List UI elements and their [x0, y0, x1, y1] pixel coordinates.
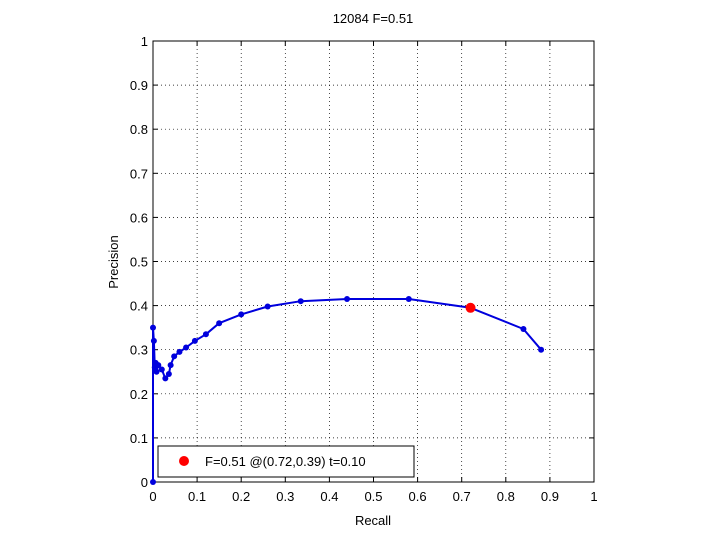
- x-axis-label: Recall: [355, 513, 391, 528]
- pr-curve-point: [155, 362, 162, 369]
- pr-curve-point: [202, 331, 209, 338]
- pr-curve-point: [538, 346, 545, 353]
- pr-curve-point: [150, 337, 157, 344]
- y-tick-label: 0.9: [130, 78, 148, 93]
- pr-curve-point: [150, 479, 156, 485]
- x-tick-label: 0.5: [364, 489, 382, 504]
- pr-curve-point: [297, 298, 304, 305]
- x-tick-label: 0.2: [232, 489, 250, 504]
- pr-curve-point: [191, 337, 198, 344]
- y-tick-label: 0.2: [130, 387, 148, 402]
- pr-curve-point: [176, 348, 183, 355]
- x-tick-label: 0.1: [188, 489, 206, 504]
- pr-curve-point: [264, 303, 271, 310]
- y-tick-label: 0.5: [130, 255, 148, 270]
- pr-curve-point: [238, 311, 245, 318]
- x-tick-label: 1: [590, 489, 597, 504]
- pr-curve-point: [167, 362, 174, 369]
- y-tick-label: 0: [141, 475, 148, 490]
- x-tick-label: 0.6: [409, 489, 427, 504]
- y-tick-label: 0.7: [130, 166, 148, 181]
- pr-curve-point: [165, 370, 172, 377]
- legend-marker: [179, 456, 189, 466]
- x-tick-label: 0.3: [276, 489, 294, 504]
- y-tick-label: 0.1: [130, 431, 148, 446]
- y-tick-label: 1: [141, 34, 148, 49]
- y-axis-label: Precision: [106, 235, 121, 288]
- pr-curve-point: [183, 344, 190, 351]
- x-tick-label: 0.4: [320, 489, 338, 504]
- x-tick-label: 0.9: [541, 489, 559, 504]
- axis-ticks: 0 0.1 0.2 0.3 0.4 0.5 0.6 0.7 0.8 0.9 1 0 0.1 0.2 0.3 0…: [130, 34, 598, 504]
- x-tick-label: 0: [149, 489, 156, 504]
- pr-curve-point: [158, 366, 165, 373]
- x-tick-label: 0.8: [497, 489, 515, 504]
- chart-title: 12084 F=0.51: [333, 11, 414, 26]
- pr-curve-point: [344, 295, 351, 302]
- x-tick-label: 0.7: [453, 489, 471, 504]
- grid-lines: [153, 41, 594, 482]
- pr-curve-point: [520, 325, 527, 332]
- pr-curve-point: [405, 295, 412, 302]
- legend-label: F=0.51 @(0.72,0.39) t=0.10: [205, 454, 366, 469]
- pr-curve-point: [162, 375, 169, 382]
- legend-box: F=0.51 @(0.72,0.39) t=0.10: [157, 445, 415, 478]
- y-tick-label: 0.3: [130, 343, 148, 358]
- data-series: [150, 295, 545, 485]
- best-f-point: [465, 302, 476, 313]
- y-tick-label: 0.8: [130, 122, 148, 137]
- pr-curve-point: [171, 353, 178, 360]
- legend-frame: [157, 445, 415, 478]
- pr-curve-point: [216, 320, 223, 327]
- y-tick-label: 0.4: [130, 299, 148, 314]
- pr-curve-point: [150, 324, 156, 331]
- y-tick-label: 0.6: [130, 210, 148, 225]
- pr-curve-point: [153, 368, 160, 375]
